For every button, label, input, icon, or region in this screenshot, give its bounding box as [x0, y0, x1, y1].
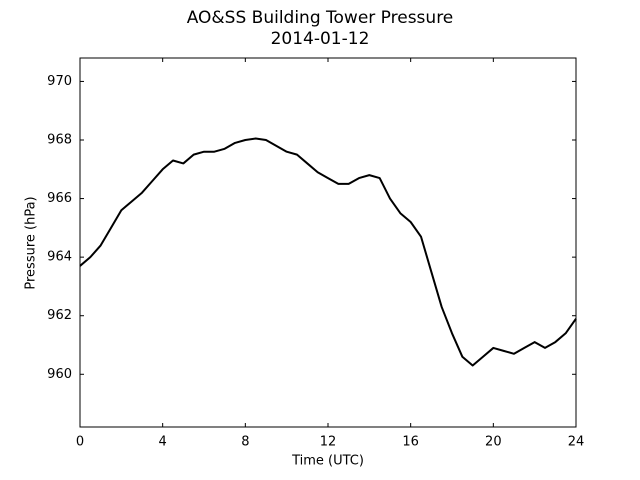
- x-tick-label: 24: [568, 435, 585, 450]
- x-tick-label: 0: [76, 435, 84, 450]
- y-tick-label: 960: [47, 367, 72, 382]
- x-tick-label: 16: [402, 435, 419, 450]
- data-line: [79, 137, 577, 367]
- y-tick-label: 966: [47, 191, 72, 206]
- y-axis-label: Pressure (hPa): [24, 196, 39, 289]
- y-tick-label: 970: [47, 74, 72, 89]
- y-tick-label: 968: [47, 133, 72, 148]
- x-tick-label: 20: [485, 435, 502, 450]
- chart-subtitle: 2014-01-12: [271, 29, 370, 49]
- x-axis-label: Time (UTC): [291, 454, 364, 469]
- chart-title: AO&SS Building Tower Pressure: [187, 8, 454, 28]
- y-tick-label: 962: [47, 308, 72, 323]
- y-tick-label: 964: [47, 250, 72, 265]
- x-tick-label: 12: [320, 435, 337, 450]
- x-tick-label: 4: [159, 435, 167, 450]
- x-tick-label: 8: [241, 435, 249, 450]
